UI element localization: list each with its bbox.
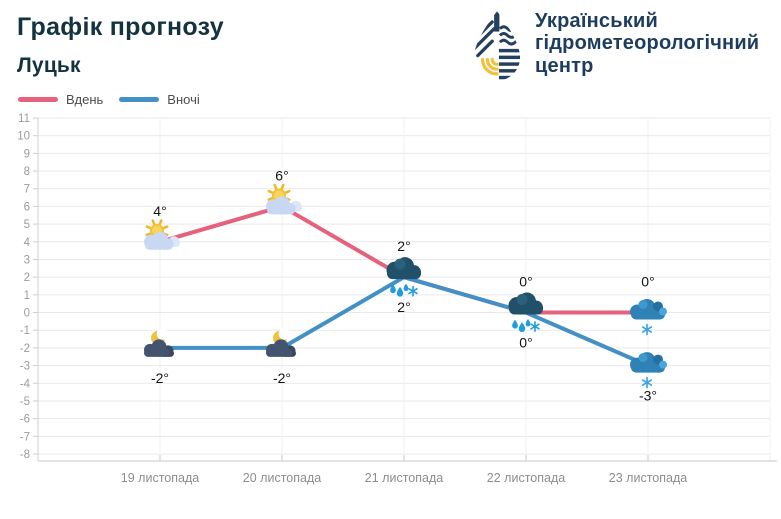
y-axis-label: 4	[24, 237, 31, 249]
night-temp-label: -2°	[151, 370, 169, 386]
org-name-line-2: гідрометеорологічний	[535, 32, 760, 55]
page-title: Графік прогнозу	[17, 13, 224, 41]
day-temp-label: 4°	[153, 203, 166, 219]
raindrop-icon	[396, 286, 404, 297]
droplet-logo-icon	[473, 11, 521, 80]
night-temp-label: 0°	[519, 335, 532, 351]
raindrop-icon	[512, 319, 518, 329]
snow-cloud-icon	[630, 299, 667, 336]
y-axis-label: 10	[17, 131, 30, 143]
y-axis-label: -8	[20, 449, 30, 461]
y-axis-label: -5	[20, 396, 30, 408]
y-axis-label: -6	[20, 414, 30, 426]
night-line-swatch	[119, 97, 160, 102]
raindrop-icon	[403, 283, 409, 292]
moon-behind-cloud-icon	[144, 328, 174, 357]
org-name-line-3: центр	[535, 54, 594, 77]
day-line-swatch	[18, 97, 58, 102]
x-axis-label: 23 листопада	[609, 471, 687, 485]
snowflake-icon	[530, 321, 540, 332]
y-axis-label: 7	[24, 184, 30, 196]
legend-item-day: Вдень	[18, 92, 103, 107]
moon-behind-cloud-icon	[266, 328, 296, 357]
day-temp-label: 2°	[397, 238, 410, 254]
sun-behind-cloud-icon	[266, 183, 302, 215]
y-axis-label: 3	[24, 254, 30, 266]
org-name: Український гідрометеорологічний центр	[535, 10, 759, 77]
org-name-line-1: Український	[535, 10, 658, 32]
org-logo: Український гідрометеорологічний центр	[472, 9, 759, 83]
snowflake-icon	[641, 376, 653, 389]
day-temp-label: 0°	[641, 274, 654, 290]
y-axis-label: -7	[20, 431, 30, 443]
y-axis-label: -4	[20, 378, 31, 390]
y-axis-label: -2	[20, 343, 30, 355]
sun-behind-cloud-icon	[144, 219, 180, 250]
y-axis-label: 6	[24, 201, 30, 213]
day-temp-label: 6°	[275, 167, 288, 183]
raindrop-icon	[518, 322, 526, 333]
y-axis-label: -3	[20, 361, 30, 373]
legend-item-night: Вночі	[119, 92, 200, 107]
y-axis-label: 8	[24, 166, 30, 178]
y-axis-label: 9	[24, 148, 30, 160]
city-name: Луцьк	[17, 54, 81, 77]
y-axis-label: 2	[24, 272, 30, 284]
chart-legend: Вдень Вночі	[18, 92, 216, 107]
x-axis-label: 22 листопада	[487, 471, 565, 485]
legend-label-night: Вночі	[167, 92, 200, 107]
y-axis-label: 11	[18, 113, 30, 125]
y-axis-label: 0	[24, 308, 30, 320]
raindrop-icon	[525, 319, 531, 327]
sleet-cloud-icon	[508, 292, 543, 333]
day-temp-label: 0°	[519, 274, 532, 290]
legend-label-day: Вдень	[66, 92, 104, 107]
y-axis-label: -1	[20, 325, 30, 337]
night-temp-label: -2°	[273, 370, 291, 386]
y-axis-label: 5	[24, 219, 30, 231]
raindrop-icon	[390, 284, 396, 294]
x-axis-label: 20 листопада	[243, 471, 321, 485]
y-axis-label: 1	[24, 290, 30, 302]
snowflake-icon	[408, 285, 418, 297]
night-temp-label: -3°	[639, 388, 657, 404]
snow-cloud-icon	[630, 352, 667, 389]
sleet-cloud-icon	[386, 257, 421, 297]
x-axis-label: 21 листопада	[365, 471, 443, 485]
night-temp-label: 2°	[397, 299, 410, 315]
x-axis-label: 19 листопада	[121, 471, 199, 485]
snowflake-icon	[641, 323, 653, 336]
